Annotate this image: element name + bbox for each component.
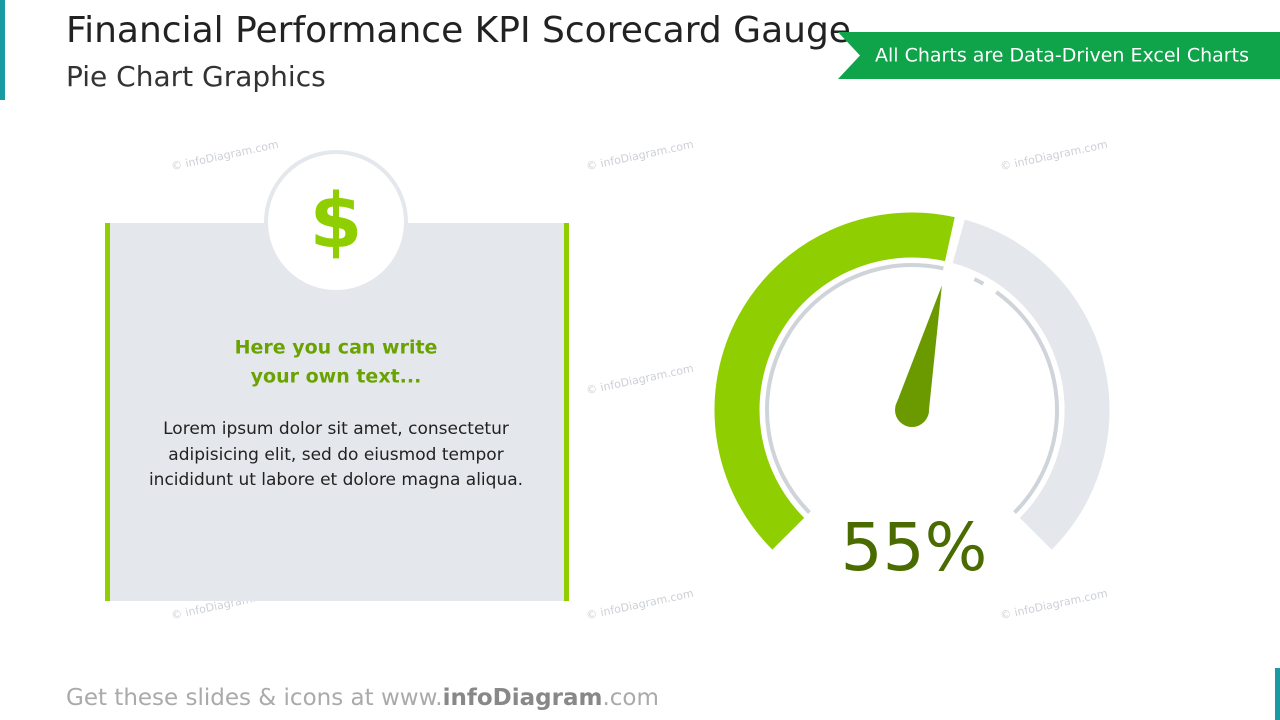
footer: Get these slides & icons at www.infoDiag… xyxy=(66,685,659,711)
value-label: 55% xyxy=(841,509,988,586)
card-heading: your own text... xyxy=(251,366,422,388)
card-body: incididunt ut labore et dolore magna ali… xyxy=(149,470,523,490)
needle-hub xyxy=(895,393,929,427)
dollar-icon: $ xyxy=(310,176,363,265)
card-edge xyxy=(564,223,569,601)
gauge-track xyxy=(952,219,1110,550)
subtitle: Pie Chart Graphics xyxy=(66,60,326,93)
card-body: adipisicing elit, sed do eiusmod tempor xyxy=(168,445,503,465)
footer-suffix: .com xyxy=(602,685,658,711)
card-body: Lorem ipsum dolor sit amet, consectetur xyxy=(163,419,509,439)
icon-circle xyxy=(264,150,408,294)
banner-bg xyxy=(838,32,1280,79)
watermark: © infoDiagram.com xyxy=(585,362,695,397)
needle xyxy=(895,285,942,414)
gauge-value-arc xyxy=(714,212,955,550)
watermark: © infoDiagram.com xyxy=(999,587,1109,622)
watermark: © infoDiagram.com xyxy=(999,138,1109,173)
watermark: © infoDiagram.com xyxy=(585,138,695,173)
gauge: 55% xyxy=(714,212,1110,586)
card-heading: Here you can write xyxy=(235,337,438,359)
footer-brand: infoDiagram xyxy=(443,685,603,711)
footer-prefix: Get these slides & icons at www. xyxy=(66,685,443,711)
watermark: © infoDiagram.com xyxy=(585,587,695,622)
banner-text: All Charts are Data-Driven Excel Charts xyxy=(875,45,1249,67)
inner-ring xyxy=(995,290,1059,514)
inner-ring xyxy=(765,263,944,514)
watermark: © infoDiagram.com xyxy=(170,138,280,173)
card-edge xyxy=(105,223,110,601)
inner-ring xyxy=(973,277,985,286)
accent-bar xyxy=(1275,668,1280,720)
title: Financial Performance KPI Scorecard Gaug… xyxy=(66,10,851,51)
accent-bar xyxy=(0,0,5,100)
